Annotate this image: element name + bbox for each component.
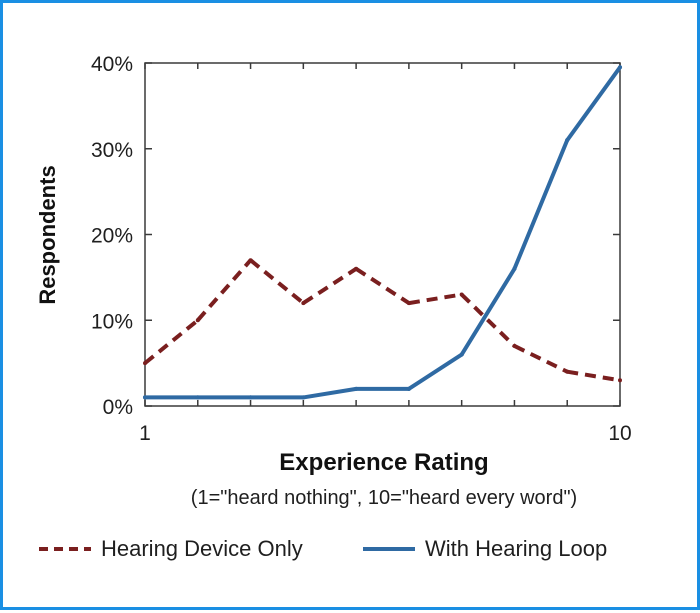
series-segment-hearing-device-only bbox=[355, 267, 410, 305]
data-point-with-hearing-loop bbox=[459, 352, 464, 357]
legend-label-with-hearing-loop: With Hearing Loop bbox=[425, 536, 607, 561]
series-segment-hearing-device-only bbox=[196, 258, 253, 322]
series-segment-hearing-device-only bbox=[408, 292, 462, 306]
series-segment-with-hearing-loop bbox=[565, 65, 622, 143]
series-segment-hearing-device-only bbox=[460, 293, 516, 348]
data-point-hearing-device-only bbox=[512, 343, 517, 348]
series-segment-with-hearing-loop bbox=[459, 266, 517, 357]
y-tick-label: 0% bbox=[103, 396, 133, 419]
data-point-hearing-device-only bbox=[143, 361, 147, 366]
data-point-hearing-device-only bbox=[354, 266, 359, 271]
data-point-with-hearing-loop bbox=[618, 65, 622, 70]
y-tick-label: 40% bbox=[91, 53, 133, 76]
x-axis-label: Experience Rating bbox=[279, 449, 488, 476]
series-segment-hearing-device-only bbox=[249, 258, 305, 305]
data-point-with-hearing-loop bbox=[301, 395, 306, 400]
series-segment-with-hearing-loop bbox=[406, 352, 464, 391]
legend-label-hearing-device-only: Hearing Device Only bbox=[101, 536, 303, 561]
series-segment-hearing-device-only bbox=[566, 369, 621, 383]
data-point-hearing-device-only bbox=[565, 369, 570, 374]
y-tick-label: 30% bbox=[91, 139, 133, 162]
data-point-hearing-device-only bbox=[195, 318, 200, 323]
plot-area-frame bbox=[144, 62, 621, 407]
legend: Hearing Device Only With Hearing Loop bbox=[39, 536, 607, 561]
data-point-with-hearing-loop bbox=[565, 138, 570, 143]
x-tick-label: 1 bbox=[139, 422, 151, 445]
data-point-with-hearing-loop bbox=[406, 386, 411, 391]
series-segment-hearing-device-only bbox=[513, 344, 569, 374]
series-segment-hearing-device-only bbox=[302, 267, 358, 305]
series-segment-with-hearing-loop bbox=[301, 386, 359, 400]
data-point-hearing-device-only bbox=[406, 301, 411, 306]
data-point-hearing-device-only bbox=[618, 378, 622, 383]
y-tick-label: 20% bbox=[91, 225, 133, 248]
series-segment-hearing-device-only bbox=[143, 318, 200, 365]
series-segment-with-hearing-loop bbox=[512, 138, 570, 271]
x-axis-sublabel: (1="heard nothing", 10="heard every word… bbox=[191, 487, 577, 509]
y-tick-label: 10% bbox=[91, 310, 133, 333]
data-point-with-hearing-loop bbox=[143, 395, 147, 400]
data-point-with-hearing-loop bbox=[512, 266, 517, 271]
series-hearing-device-only bbox=[143, 258, 622, 383]
y-axis-label: Respondents bbox=[35, 165, 60, 304]
data-point-with-hearing-loop bbox=[195, 395, 200, 400]
data-point-with-hearing-loop bbox=[354, 386, 359, 391]
data-point-hearing-device-only bbox=[248, 258, 253, 263]
x-tick-label: 10 bbox=[608, 422, 631, 445]
data-point-hearing-device-only bbox=[459, 292, 464, 297]
data-point-with-hearing-loop bbox=[248, 395, 253, 400]
line-chart: 0% 10% 20% 30% 40% 1 10 Respondents Experience… bbox=[35, 53, 632, 561]
data-point-hearing-device-only bbox=[301, 301, 306, 306]
series-with-hearing-loop bbox=[143, 65, 622, 400]
